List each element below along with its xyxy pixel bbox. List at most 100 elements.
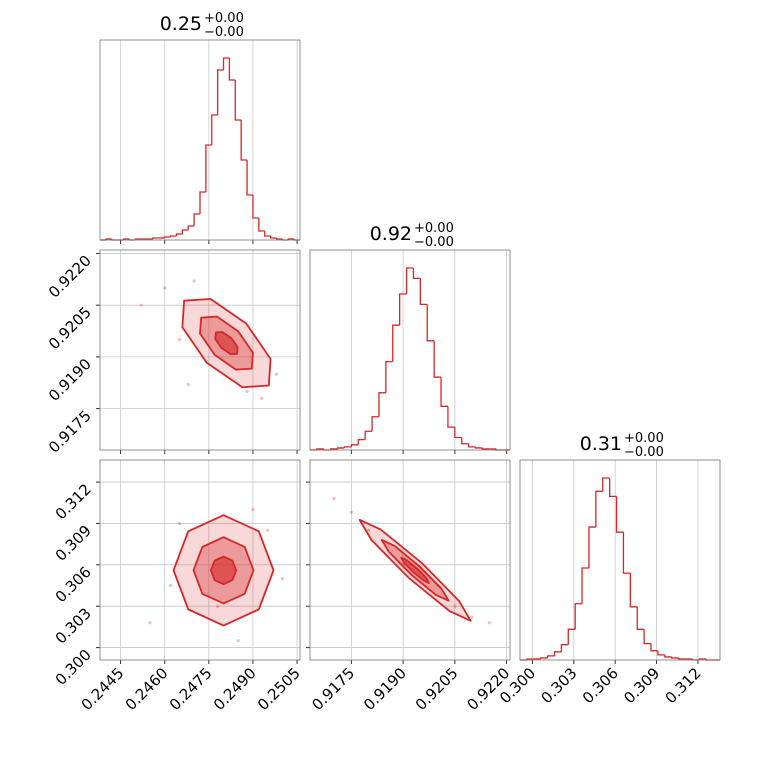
histogram-bin [246, 160, 253, 196]
x-tick-label: 0.306 [579, 664, 622, 707]
sample-point [163, 286, 167, 290]
histogram-bin [269, 236, 277, 239]
contour [209, 555, 238, 586]
histogram-bin [199, 191, 206, 214]
histogram-bin [461, 437, 469, 445]
contour [214, 331, 239, 356]
contour [400, 556, 430, 584]
panel-background [310, 250, 510, 450]
sample-point [245, 389, 249, 393]
x-tick-label: 0.312 [662, 664, 705, 707]
sample-point [168, 583, 173, 588]
histogram-bin [553, 651, 562, 656]
histogram-bin [350, 444, 359, 447]
sample-point [177, 521, 182, 526]
histogram-bin [657, 650, 665, 656]
sample-point [251, 508, 255, 512]
sample-point [280, 577, 284, 581]
x-tick-label: 0.2460 [122, 664, 172, 714]
title-value: 0.31 [580, 433, 622, 455]
y-tick-label: 0.306 [52, 563, 95, 606]
x-tick-label: 0.2445 [78, 664, 128, 714]
histogram-bin [412, 268, 421, 280]
histogram-bin [546, 655, 555, 658]
x-tick-label: 0.303 [538, 664, 581, 707]
panel-frame [519, 459, 721, 661]
histogram-bin [228, 58, 236, 81]
histogram-bin [609, 478, 617, 498]
panel-frame [309, 459, 511, 661]
histogram-bin [467, 443, 476, 448]
histogram-bin [622, 532, 631, 574]
y-tick-label: 0.303 [52, 604, 95, 647]
sample-point [139, 303, 143, 307]
histogram-bin [588, 526, 596, 568]
histogram-bin [234, 80, 242, 121]
title-lower: −0.00 [624, 445, 664, 460]
histogram-bin [152, 237, 159, 239]
histogram-bin [216, 69, 224, 115]
x-tick-label: 0.9175 [308, 664, 358, 714]
sample-point [236, 639, 240, 643]
x-tick-label: 0.2490 [210, 664, 260, 714]
histogram-bin [193, 213, 200, 226]
histogram-bin [175, 233, 183, 236]
histogram-bin [336, 447, 345, 449]
histogram-bin [567, 628, 576, 645]
x-tick-label: 0.309 [620, 664, 663, 707]
histogram-bin [664, 654, 672, 658]
title-upper: +0.00 [624, 431, 664, 446]
histogram-bin [636, 606, 645, 630]
panel-frame [99, 39, 301, 241]
sample-point [266, 528, 270, 532]
sample-point [487, 621, 491, 625]
sample-point [274, 372, 279, 376]
sample-point [216, 604, 220, 608]
title-lower: −0.00 [204, 25, 244, 40]
histogram-bin [275, 238, 283, 240]
x-tick-label: 0.2475 [166, 664, 216, 714]
histogram-bin [581, 567, 589, 604]
histogram-bin [371, 416, 379, 432]
histogram-bin [169, 235, 177, 237]
histogram-bin [405, 267, 414, 294]
histogram-bin [650, 643, 658, 652]
histogram-bin [602, 477, 610, 492]
histogram-bin [205, 144, 212, 192]
histogram-bin [671, 656, 679, 659]
histogram-bin [677, 657, 686, 660]
histogram-bin [419, 278, 428, 306]
histogram-bin [481, 447, 490, 450]
sample-point [367, 528, 371, 532]
sample-point [332, 497, 336, 501]
histogram-bin [364, 430, 373, 440]
histogram-bin [164, 236, 171, 238]
histogram-bin [187, 225, 195, 230]
histogram-bin [211, 114, 218, 145]
histogram-bin [447, 406, 455, 428]
histogram-bin [643, 629, 652, 645]
y-tick-label: 0.309 [52, 522, 95, 565]
sample-point [453, 604, 457, 608]
panel-frame [99, 249, 301, 451]
histogram-bin [385, 360, 393, 393]
histogram-bin [595, 490, 603, 528]
title-value: 0.25 [160, 13, 202, 35]
panel-background [100, 250, 300, 450]
y-tick-label: 0.9175 [45, 407, 95, 457]
histogram-bin [222, 57, 230, 70]
histogram-bin [454, 427, 462, 439]
panel-background [310, 460, 510, 660]
sample-point [470, 615, 474, 619]
y-tick-label: 0.9190 [45, 355, 95, 405]
histogram-bin [540, 657, 548, 659]
histogram-bin [264, 231, 271, 237]
histogram-bin [240, 120, 248, 161]
x-tick-label: 0.9205 [412, 664, 462, 714]
histogram-bin [440, 377, 448, 407]
histogram-bin [399, 293, 407, 326]
histogram-bin [574, 603, 583, 630]
histogram-bin [392, 324, 400, 362]
histogram-bin [629, 573, 638, 608]
